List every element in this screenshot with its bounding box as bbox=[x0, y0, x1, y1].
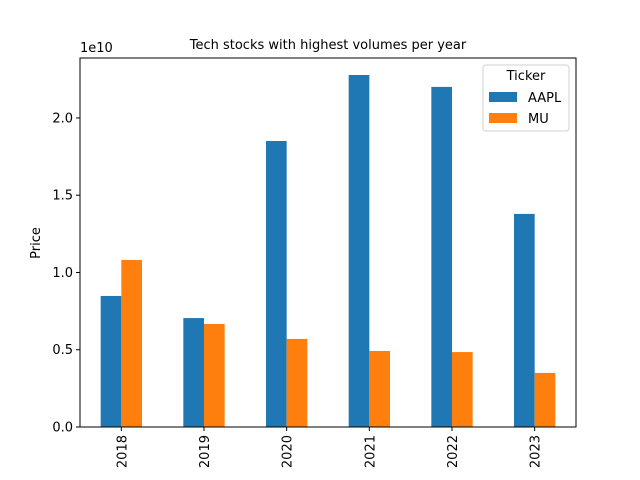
y-axis-label: Price bbox=[29, 227, 44, 259]
bar bbox=[286, 338, 308, 427]
legend-label: AAPL bbox=[528, 91, 562, 106]
x-tick-label: 2019 bbox=[198, 435, 213, 468]
bar bbox=[183, 318, 204, 427]
bar bbox=[452, 352, 473, 427]
x-tick-label: 2018 bbox=[115, 435, 130, 468]
y-tick-label: 2.0 bbox=[52, 111, 73, 126]
y-tick-label: 1.5 bbox=[52, 189, 73, 204]
x-tick-label: 2023 bbox=[529, 435, 544, 468]
y-tick-label: 0.0 bbox=[52, 421, 73, 436]
bar bbox=[121, 259, 142, 427]
bar bbox=[204, 323, 225, 427]
bar bbox=[348, 74, 370, 427]
legend-label: MU bbox=[528, 112, 549, 127]
x-tick-label: 2020 bbox=[281, 435, 296, 468]
y-tick-label: 1.0 bbox=[52, 266, 73, 281]
bar bbox=[100, 295, 122, 427]
axes-frame bbox=[79, 57, 577, 428]
x-tick-label: 2021 bbox=[363, 435, 378, 468]
y-offset-label: 1e10 bbox=[80, 41, 113, 56]
bar bbox=[514, 213, 535, 427]
bar bbox=[266, 140, 287, 427]
legend-swatch bbox=[489, 92, 517, 102]
bar bbox=[369, 350, 390, 427]
bar bbox=[431, 86, 452, 428]
legend-title: Ticker bbox=[506, 69, 546, 84]
bar bbox=[534, 372, 556, 427]
y-tick-label: 0.5 bbox=[52, 343, 73, 358]
x-tick-label: 2022 bbox=[446, 435, 461, 468]
chart-title: Tech stocks with highest volumes per yea… bbox=[189, 38, 467, 53]
legend-swatch bbox=[489, 113, 517, 123]
